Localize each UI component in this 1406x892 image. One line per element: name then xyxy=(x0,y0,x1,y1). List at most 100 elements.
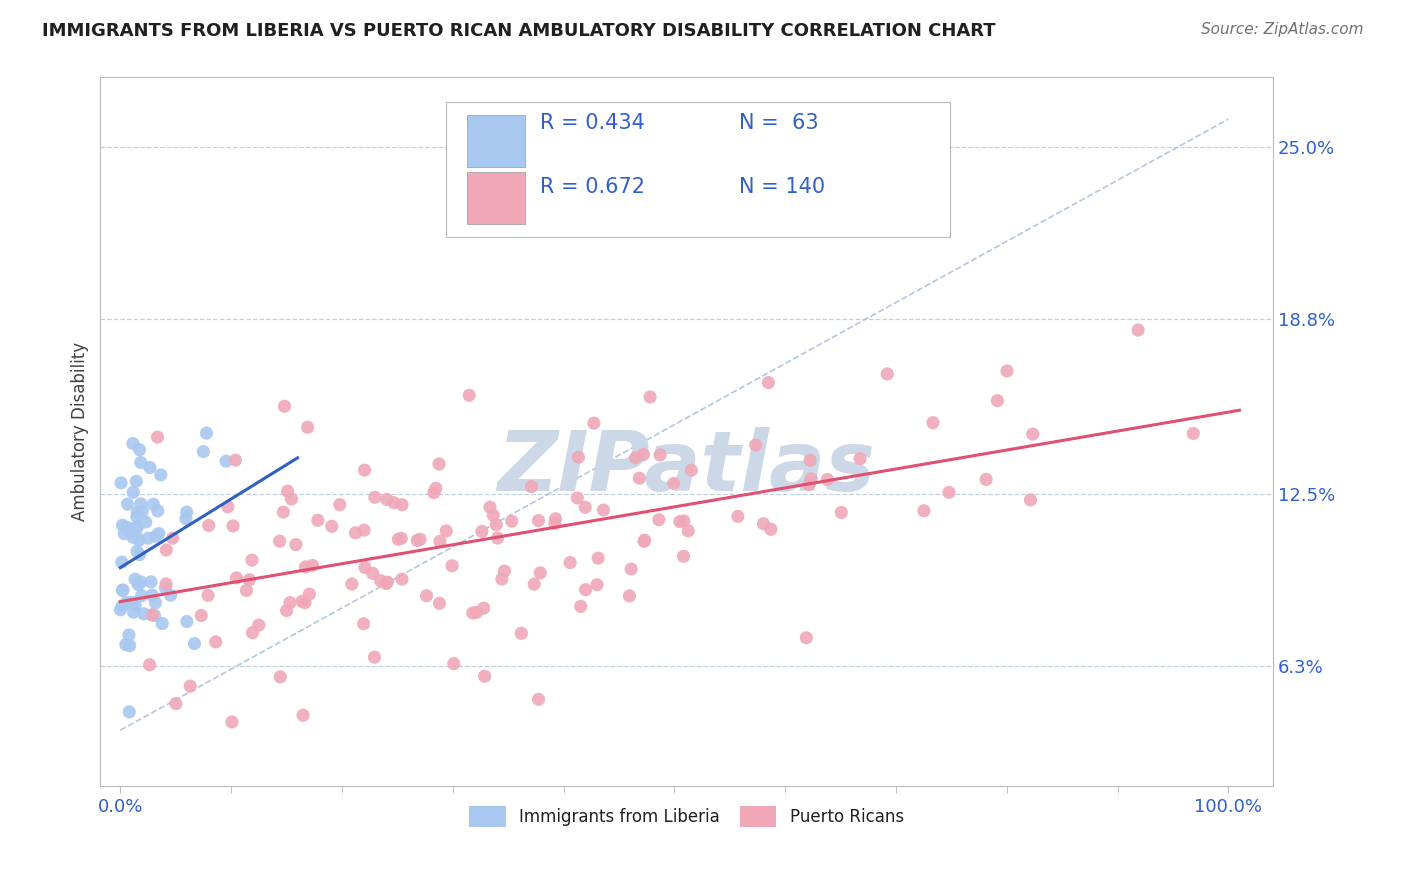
Point xyxy=(240,553,263,567)
Point xyxy=(633,533,655,548)
Point xyxy=(155,581,177,595)
Point xyxy=(127,505,149,519)
Point xyxy=(298,587,321,601)
Point xyxy=(800,472,823,486)
Point xyxy=(478,500,501,515)
Point xyxy=(271,505,294,519)
Point xyxy=(195,426,218,441)
Point xyxy=(510,626,533,640)
Point xyxy=(633,448,655,462)
Point xyxy=(141,607,163,622)
Point xyxy=(624,450,647,465)
Point xyxy=(569,599,592,614)
Point xyxy=(995,364,1018,378)
Point xyxy=(527,514,550,528)
Point xyxy=(277,484,299,499)
Point xyxy=(382,496,405,510)
Point xyxy=(648,513,671,527)
Point xyxy=(375,576,398,591)
Point xyxy=(238,573,260,587)
Point xyxy=(122,530,145,544)
Point xyxy=(124,521,146,535)
Point xyxy=(215,454,238,468)
Point xyxy=(391,572,413,586)
Point xyxy=(142,497,165,511)
Point xyxy=(458,388,481,402)
Point xyxy=(491,572,513,586)
Point xyxy=(146,504,169,518)
Point xyxy=(938,485,960,500)
Point xyxy=(121,595,143,609)
Point xyxy=(278,596,301,610)
Point xyxy=(222,519,245,533)
Point xyxy=(125,544,148,558)
Point xyxy=(662,476,685,491)
Point xyxy=(567,450,589,465)
Point xyxy=(269,670,291,684)
Point xyxy=(529,566,551,580)
Point xyxy=(145,596,167,610)
Point xyxy=(344,525,367,540)
Text: N = 140: N = 140 xyxy=(740,178,825,197)
Point xyxy=(148,526,170,541)
Point xyxy=(681,463,703,477)
Point xyxy=(190,608,212,623)
Point xyxy=(574,582,596,597)
Point xyxy=(744,438,766,452)
Point xyxy=(638,390,661,404)
Point xyxy=(128,548,150,562)
Point xyxy=(269,534,291,549)
Point xyxy=(648,448,671,462)
Point xyxy=(176,615,198,629)
Point xyxy=(321,519,343,533)
Point xyxy=(294,560,316,574)
Point xyxy=(242,625,264,640)
Point xyxy=(179,679,201,693)
Point xyxy=(544,516,567,531)
Point xyxy=(111,582,134,597)
Point xyxy=(149,467,172,482)
Point xyxy=(465,605,488,619)
Point xyxy=(678,524,700,538)
Point xyxy=(1126,323,1149,337)
Point xyxy=(127,519,149,533)
Point xyxy=(370,574,392,588)
Point xyxy=(129,455,152,469)
Point xyxy=(427,457,450,471)
Point xyxy=(425,481,447,495)
Point xyxy=(193,444,215,458)
Point xyxy=(974,472,997,486)
Point xyxy=(429,534,451,549)
Point xyxy=(849,451,872,466)
Point xyxy=(574,500,596,515)
Point xyxy=(135,515,157,529)
Point xyxy=(292,708,315,723)
Point xyxy=(752,516,775,531)
Point xyxy=(363,650,385,665)
Point xyxy=(494,564,516,578)
Point xyxy=(110,603,132,617)
Point xyxy=(139,460,162,475)
Point xyxy=(986,393,1008,408)
Point xyxy=(586,577,609,591)
Point xyxy=(174,511,197,525)
Point xyxy=(485,517,508,532)
Point xyxy=(124,572,146,586)
Point xyxy=(129,497,152,511)
Text: Source: ZipAtlas.com: Source: ZipAtlas.com xyxy=(1201,22,1364,37)
Point xyxy=(628,471,651,485)
Point xyxy=(389,532,412,546)
Point xyxy=(727,509,749,524)
FancyBboxPatch shape xyxy=(467,171,524,224)
Point xyxy=(111,555,134,569)
Point xyxy=(387,533,409,547)
Point xyxy=(124,599,146,613)
Point xyxy=(131,589,153,603)
Point xyxy=(294,596,316,610)
Point xyxy=(114,638,136,652)
Point xyxy=(141,588,163,602)
Text: ZIPatlas: ZIPatlas xyxy=(498,426,876,508)
Point xyxy=(143,608,166,623)
Point xyxy=(391,498,413,512)
Point xyxy=(434,524,457,538)
